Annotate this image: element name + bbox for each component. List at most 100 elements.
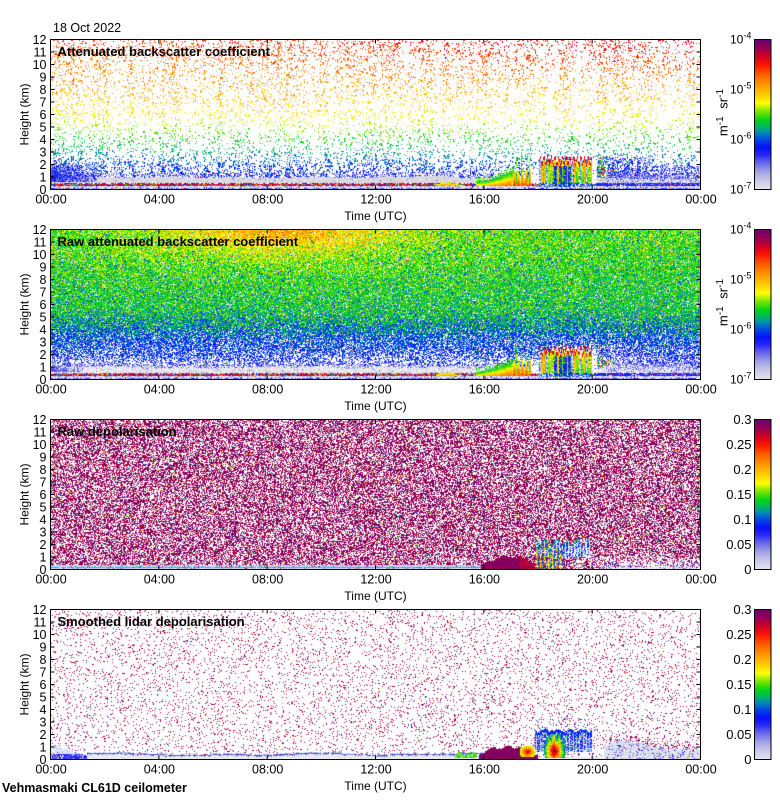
svg-text:4: 4 xyxy=(40,703,47,717)
svg-text:12: 12 xyxy=(33,603,47,617)
svg-text:4: 4 xyxy=(40,513,47,527)
svg-text:20:00: 20:00 xyxy=(577,763,608,777)
svg-text:00:00: 00:00 xyxy=(35,193,66,207)
svg-text:Time (UTC): Time (UTC) xyxy=(344,779,406,793)
svg-text:0.15: 0.15 xyxy=(726,677,751,692)
svg-text:0.15: 0.15 xyxy=(726,487,751,502)
svg-text:00:00: 00:00 xyxy=(685,193,716,207)
svg-text:9: 9 xyxy=(40,640,47,654)
svg-text:7: 7 xyxy=(40,665,47,679)
svg-text:10: 10 xyxy=(33,628,47,642)
svg-text:0: 0 xyxy=(40,563,47,577)
svg-text:20:00: 20:00 xyxy=(577,193,608,207)
svg-text:00:00: 00:00 xyxy=(35,763,66,777)
svg-text:00:00: 00:00 xyxy=(685,763,716,777)
svg-text:1: 1 xyxy=(40,740,47,754)
svg-text:0.25: 0.25 xyxy=(726,437,751,452)
svg-text:Smoothed lidar depolarisation: Smoothed lidar depolarisation xyxy=(58,614,245,629)
svg-text:1: 1 xyxy=(40,170,47,184)
svg-text:8: 8 xyxy=(40,463,47,477)
svg-text:16:00: 16:00 xyxy=(469,193,500,207)
svg-text:00:00: 00:00 xyxy=(685,383,716,397)
svg-text:3: 3 xyxy=(40,715,47,729)
svg-text:0: 0 xyxy=(40,753,47,767)
svg-text:Raw attenuated backscatter coe: Raw attenuated backscatter coefficient xyxy=(58,234,299,249)
svg-text:12:00: 12:00 xyxy=(360,383,391,397)
svg-text:20:00: 20:00 xyxy=(577,573,608,587)
svg-text:3: 3 xyxy=(40,335,47,349)
svg-text:1: 1 xyxy=(40,550,47,564)
svg-text:3: 3 xyxy=(40,525,47,539)
svg-text:3: 3 xyxy=(40,145,47,159)
svg-text:2: 2 xyxy=(40,728,47,742)
svg-text:12:00: 12:00 xyxy=(360,573,391,587)
svg-text:0.2: 0.2 xyxy=(733,652,751,667)
svg-text:08:00: 08:00 xyxy=(252,383,283,397)
svg-text:12:00: 12:00 xyxy=(360,193,391,207)
svg-text:04:00: 04:00 xyxy=(144,193,175,207)
svg-text:2: 2 xyxy=(40,538,47,552)
svg-text:11: 11 xyxy=(34,45,47,59)
svg-text:Time (UTC): Time (UTC) xyxy=(344,209,406,223)
svg-text:04:00: 04:00 xyxy=(144,763,175,777)
svg-text:0.25: 0.25 xyxy=(726,627,751,642)
svg-text:10-5: 10-5 xyxy=(730,81,751,97)
svg-text:7: 7 xyxy=(40,285,47,299)
svg-text:0.05: 0.05 xyxy=(726,537,751,552)
svg-text:18 Oct 2022: 18 Oct 2022 xyxy=(53,21,121,35)
svg-text:10-4: 10-4 xyxy=(730,221,751,237)
svg-text:16:00: 16:00 xyxy=(469,383,500,397)
svg-text:20:00: 20:00 xyxy=(577,383,608,397)
svg-text:08:00: 08:00 xyxy=(252,573,283,587)
svg-text:12: 12 xyxy=(33,223,47,237)
svg-text:16:00: 16:00 xyxy=(469,573,500,587)
svg-text:Vehmasmaki CL61D ceilometer: Vehmasmaki CL61D ceilometer xyxy=(2,781,187,795)
svg-text:11: 11 xyxy=(34,615,47,629)
svg-text:10-7: 10-7 xyxy=(730,371,751,387)
svg-text:04:00: 04:00 xyxy=(144,573,175,587)
svg-text:10: 10 xyxy=(33,248,47,262)
svg-text:0.2: 0.2 xyxy=(733,462,751,477)
svg-text:5: 5 xyxy=(40,310,47,324)
svg-text:04:00: 04:00 xyxy=(144,383,175,397)
svg-text:5: 5 xyxy=(40,690,47,704)
svg-text:6: 6 xyxy=(40,108,47,122)
svg-text:0.3: 0.3 xyxy=(733,412,751,427)
svg-text:Height (km): Height (km) xyxy=(18,463,32,525)
svg-text:8: 8 xyxy=(40,273,47,287)
svg-text:0.3: 0.3 xyxy=(733,602,751,617)
svg-text:9: 9 xyxy=(40,260,47,274)
svg-text:5: 5 xyxy=(40,500,47,514)
svg-text:10: 10 xyxy=(33,58,47,72)
svg-text:0.1: 0.1 xyxy=(733,702,751,717)
svg-text:10-6: 10-6 xyxy=(730,131,751,147)
svg-text:6: 6 xyxy=(40,678,47,692)
svg-text:10-4: 10-4 xyxy=(730,31,751,47)
svg-text:0: 0 xyxy=(40,183,47,197)
svg-text:7: 7 xyxy=(40,95,47,109)
svg-text:6: 6 xyxy=(40,488,47,502)
svg-text:2: 2 xyxy=(40,158,47,172)
svg-text:Raw depolarisation: Raw depolarisation xyxy=(58,424,177,439)
svg-text:6: 6 xyxy=(40,298,47,312)
svg-text:Height (km): Height (km) xyxy=(18,83,32,145)
svg-text:08:00: 08:00 xyxy=(252,193,283,207)
svg-text:11: 11 xyxy=(34,235,47,249)
svg-text:4: 4 xyxy=(40,323,47,337)
svg-text:10-6: 10-6 xyxy=(730,321,751,337)
svg-text:1: 1 xyxy=(40,360,47,374)
svg-text:9: 9 xyxy=(40,450,47,464)
svg-text:7: 7 xyxy=(40,475,47,489)
svg-text:2: 2 xyxy=(40,348,47,362)
svg-text:8: 8 xyxy=(40,653,47,667)
svg-text:10-7: 10-7 xyxy=(730,181,751,197)
svg-text:Attenuated backscatter coeffic: Attenuated backscatter coefficient xyxy=(58,44,271,59)
svg-text:12: 12 xyxy=(33,413,47,427)
svg-text:16:00: 16:00 xyxy=(469,763,500,777)
svg-text:00:00: 00:00 xyxy=(35,573,66,587)
svg-text:5: 5 xyxy=(40,120,47,134)
svg-text:Time (UTC): Time (UTC) xyxy=(344,399,406,413)
svg-text:9: 9 xyxy=(40,70,47,84)
svg-text:08:00: 08:00 xyxy=(252,763,283,777)
svg-text:12: 12 xyxy=(33,33,47,47)
